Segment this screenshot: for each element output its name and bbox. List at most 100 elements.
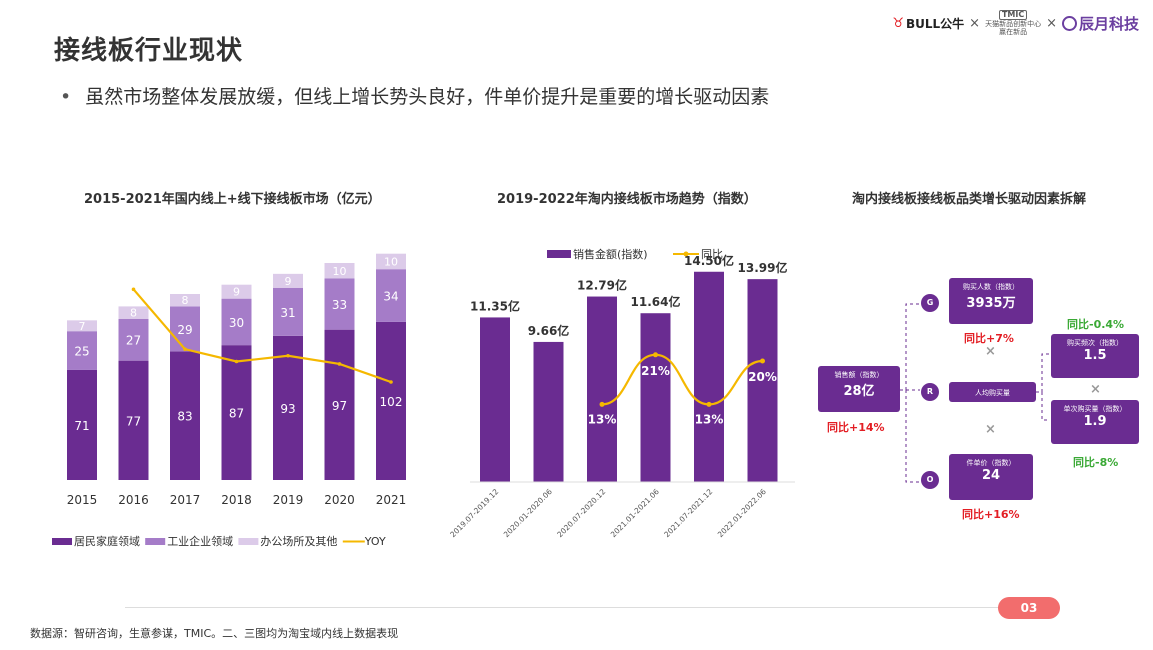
legend-label: 同比 [701, 248, 723, 261]
chenyue-logo: 辰月科技 [1061, 13, 1139, 34]
connector-r-qty [1041, 392, 1050, 421]
node-sales-label: 销售额（指数） [834, 371, 884, 379]
bar [533, 341, 564, 482]
node-avg-purchase: 人均购买量 [949, 382, 1036, 402]
qty-yoy: 同比-8% [1073, 456, 1119, 469]
partner-logos: ♉ BULL公牛 × TMIC 天猫新品创新中心 赢在新品 × 辰月科技 [892, 10, 1139, 36]
connector-root-o [905, 390, 920, 483]
node-qty-label: 单次购买量（指数） [1063, 405, 1127, 413]
times-sign: × [1090, 382, 1101, 397]
bar-segment [324, 329, 355, 480]
bar-value-label: 7 [79, 320, 86, 333]
bar-value-label: 10 [333, 265, 347, 278]
legend-label: 办公场所及其他 [260, 534, 337, 548]
chart1-stacked-bar: 7125720157727820168329820178730920189331… [52, 253, 406, 548]
bar-value-label: 97 [332, 399, 347, 413]
node-freq-value: 1.5 [1083, 348, 1107, 363]
x-tick-label: 2020.07-2020.12 [555, 487, 607, 539]
bar-segment [273, 287, 303, 336]
bar-segment [324, 263, 355, 279]
bar-value-label: 31 [280, 306, 295, 320]
yoy-value-label: 21% [641, 364, 670, 378]
yoy-point [599, 401, 605, 407]
x-tick-label: 2015 [67, 493, 98, 507]
node-buyers: 购买人数（指数） 3935万 [949, 278, 1033, 324]
times-sign: × [1046, 15, 1057, 31]
bar-segment [221, 284, 252, 299]
bar-value-label: 77 [126, 414, 141, 428]
yoy-line [601, 353, 763, 406]
circle-g: G [921, 294, 939, 312]
bar-value-label: 25 [74, 345, 89, 359]
x-tick-label: 2016 [118, 493, 149, 507]
legend-label: 销售金额(指数) [573, 247, 648, 261]
node-freq: 购买频次（指数） 1.5 [1051, 334, 1139, 378]
buyers-yoy: 同比+7% [964, 332, 1014, 345]
yoy-value-label: 13% [588, 412, 617, 426]
circle-o: O [921, 471, 939, 489]
tree-title: 淘内接线板接线板品类增长驱动因素拆解 [852, 192, 1087, 207]
bar-segment [118, 360, 149, 480]
subtitle-text: 虽然市场整体发展放缓，但线上增长势头良好，件单价提升是重要的增长驱动因素 [85, 86, 770, 108]
x-tick-label: 2017 [170, 493, 201, 507]
node-unit-price: 件单价（指数） 24 [949, 454, 1033, 500]
bar-segment [118, 306, 149, 319]
bar [747, 279, 778, 482]
yoy-point [760, 358, 765, 364]
bar-segment [67, 369, 97, 480]
chart2-title: 2019-2022年淘内接线板市场趋势（指数） [497, 192, 757, 207]
tree-connectors [900, 303, 1050, 483]
chenyue-logo-text: 辰月科技 [1078, 14, 1139, 33]
page-number-badge: 03 [998, 597, 1060, 619]
bar-value-label: 87 [229, 407, 244, 421]
node-sales: 销售额（指数） 28亿 [818, 366, 900, 412]
driver-tree: 销售额（指数） 28亿 同比+14% G 购买人数（指数） 3935万 同比+7… [810, 270, 1153, 530]
bar-value-label: 29 [177, 323, 192, 337]
bull-horn-icon: ♉ [892, 15, 904, 31]
yoy-point [131, 287, 136, 292]
chenyue-circle-icon [1061, 15, 1077, 31]
tmic-logo-sub2: 赢在新品 [999, 28, 1028, 36]
times-sign: × [969, 15, 981, 31]
x-tick-label: 2021.01-2021.06 [609, 487, 661, 539]
node-freq-label: 购买频次（指数） [1067, 339, 1123, 347]
bar-value-label: 83 [177, 410, 192, 424]
yoy-point [286, 353, 290, 358]
footer-divider [125, 607, 1050, 608]
yoy-value-label: 20% [748, 370, 777, 384]
bar-value-label: 12.79亿 [577, 278, 627, 293]
bar-segment [67, 331, 97, 370]
bar-segment [376, 321, 406, 480]
tmic-logo-text: TMIC [998, 10, 1028, 20]
chart1-title: 2015-2021年国内线上+线下接线板市场（亿元） [84, 192, 381, 207]
node-unit-price-value: 24 [981, 468, 1001, 483]
data-source-note: 数据源：智研咨询，生意参谋，TMIC。二、三图均为淘宝域内线上数据表现 [30, 627, 399, 640]
yoy-point [653, 352, 658, 358]
yoy-point [706, 401, 712, 407]
yoy-point [389, 380, 393, 384]
node-qty: 单次购买量（指数） 1.9 [1051, 400, 1139, 444]
legend-label: YOY [364, 535, 386, 548]
connector-root-g [900, 303, 920, 391]
bar-segment [170, 351, 200, 480]
x-tick-label: 2022.01-2022.06 [716, 487, 768, 539]
bar-value-label: 8 [130, 307, 137, 320]
bar [694, 271, 724, 482]
tmic-logo: TMIC 天猫新品创新中心 赢在新品 [985, 10, 1041, 36]
bar-value-label: 33 [332, 298, 347, 312]
node-qty-value: 1.9 [1083, 414, 1107, 429]
bar-value-label: 14.50亿 [684, 253, 734, 268]
bar-segment [67, 320, 97, 332]
bar-value-label: 9 [285, 275, 292, 288]
legend-swatch [145, 538, 166, 545]
x-tick-label: 2019.07-2019.12 [448, 487, 500, 539]
bar-value-label: 8 [182, 294, 189, 307]
x-tick-label: 2020 [324, 493, 355, 507]
node-avg-purchase-label: 人均购买量 [975, 389, 1010, 397]
node-buyers-label: 购买人数（指数） [963, 283, 1019, 291]
yoy-point [234, 359, 239, 364]
bar-value-label: 34 [383, 290, 398, 304]
x-tick-label: 2021.07-2021.12 [662, 487, 714, 539]
bar-segment [324, 278, 355, 330]
legend-label: 工业企业领域 [167, 534, 233, 548]
